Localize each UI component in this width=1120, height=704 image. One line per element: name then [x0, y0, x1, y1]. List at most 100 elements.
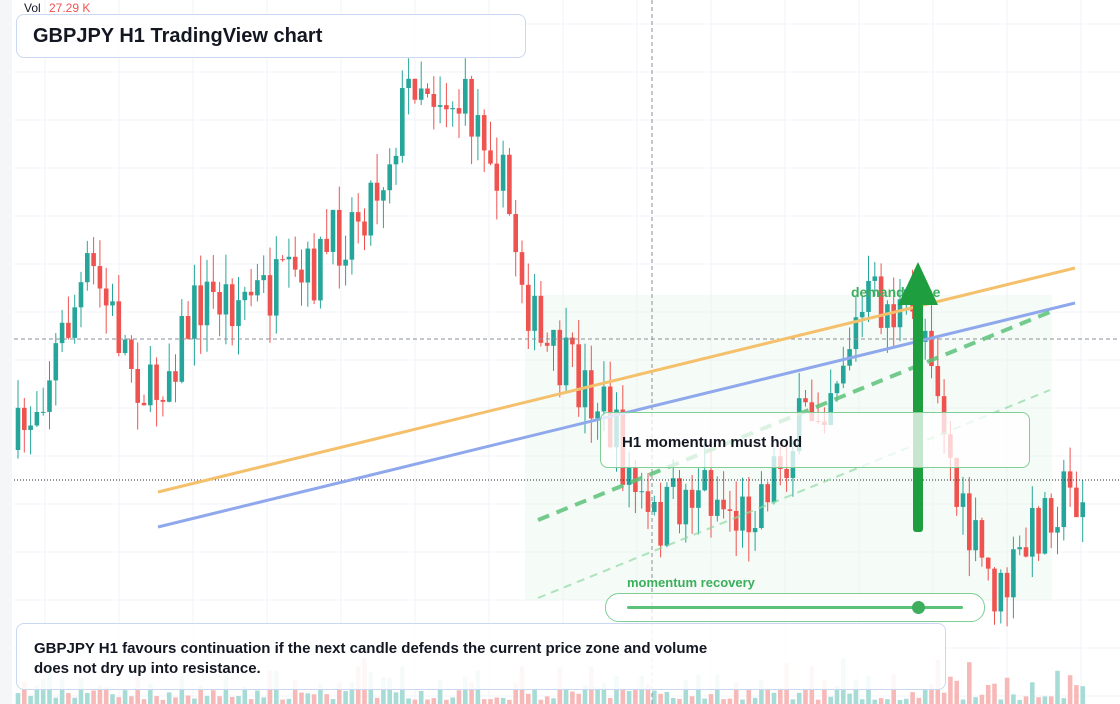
- volume-bar: [998, 699, 1004, 704]
- candle-body: [689, 489, 695, 508]
- candle-body: [305, 248, 311, 283]
- vol-label: Vol: [24, 1, 41, 15]
- candle-body: [444, 105, 449, 110]
- candle-body: [589, 370, 594, 419]
- candle-body: [828, 393, 833, 426]
- candle-body: [519, 252, 525, 285]
- candle-body: [488, 150, 493, 164]
- candle-body: [343, 259, 348, 266]
- volume-bar: [393, 692, 399, 704]
- volume-bar: [217, 696, 222, 704]
- candle-body: [954, 457, 959, 507]
- candle-body: [897, 299, 903, 328]
- volume-bar: [154, 696, 159, 704]
- volume-bar: [683, 680, 689, 704]
- volume-bar: [324, 694, 329, 704]
- volume-bar: [28, 695, 33, 704]
- volume-bar: [727, 698, 733, 704]
- candle-body: [859, 311, 865, 318]
- candle-body: [418, 88, 424, 100]
- slider-knob[interactable]: [912, 601, 925, 614]
- volume-bar: [481, 699, 487, 704]
- volume-bar: [941, 692, 947, 704]
- volume-bar: [601, 682, 607, 704]
- candle-body: [475, 115, 481, 137]
- candle-body: [784, 469, 789, 478]
- candle-body: [53, 343, 59, 381]
- candle-body: [551, 329, 556, 346]
- volume-bar: [897, 699, 903, 704]
- volume-bar: [311, 694, 317, 704]
- arrow-head: [898, 262, 938, 305]
- candle-body: [204, 281, 210, 326]
- candle-body: [1004, 572, 1010, 598]
- volume-bar: [922, 689, 928, 704]
- volume-bar: [859, 699, 865, 704]
- candle-body: [91, 253, 96, 267]
- candle-body: [759, 484, 764, 529]
- candle-body: [110, 301, 115, 306]
- candle-body: [696, 490, 701, 508]
- volume-bar: [1011, 694, 1016, 704]
- candle-body: [141, 402, 147, 406]
- candle-body: [670, 478, 676, 487]
- candle-body: [242, 291, 248, 301]
- candle-body: [513, 214, 518, 253]
- volume-bar: [412, 699, 418, 704]
- volume-bar: [444, 699, 449, 704]
- candle-body: [532, 295, 537, 331]
- volume-bar: [985, 684, 991, 704]
- candle-body: [135, 368, 140, 403]
- candle-body: [72, 307, 77, 338]
- volume-bar: [740, 699, 745, 704]
- candle-body: [381, 190, 386, 201]
- volume-bar: [771, 692, 777, 704]
- candle-body: [229, 284, 235, 327]
- volume-bar: [973, 697, 978, 704]
- volume-bar: [570, 691, 575, 704]
- volume-bar: [664, 691, 670, 704]
- candle-body: [28, 425, 33, 430]
- candle-body: [1030, 507, 1035, 557]
- candle-body: [66, 322, 71, 338]
- candle-body: [223, 284, 229, 315]
- candle-body: [393, 155, 399, 165]
- candle-body: [47, 380, 52, 412]
- volume-bar: [185, 695, 191, 704]
- volume-bar: [948, 676, 953, 704]
- candle-body: [349, 212, 355, 260]
- volume-bar: [790, 699, 796, 704]
- volume-bar: [59, 676, 65, 704]
- volume-bar: [708, 694, 714, 704]
- volume-bar: [318, 683, 323, 704]
- volume-bar: [967, 662, 972, 704]
- volume-bar: [544, 696, 550, 704]
- volume-bar: [1023, 696, 1029, 704]
- volume-bar: [66, 693, 71, 704]
- candle-body: [450, 108, 455, 110]
- volume-bar: [822, 680, 827, 704]
- volume-bar: [639, 676, 644, 704]
- volume-bar: [652, 690, 657, 704]
- candle-body: [752, 528, 758, 533]
- volume-bar: [563, 687, 569, 704]
- candle-body: [456, 108, 462, 114]
- momentum-box: H1 momentum must hold: [600, 412, 1030, 468]
- volume-bar: [532, 689, 537, 704]
- slider-track: [627, 606, 963, 609]
- candle-body: [771, 456, 777, 503]
- candle-body: [992, 568, 997, 612]
- volume-bar: [526, 693, 531, 704]
- candle-body: [267, 275, 273, 316]
- volume-bar: [110, 694, 115, 704]
- volume-bar: [463, 676, 468, 704]
- volume-bar: [381, 677, 386, 704]
- volume-bar: [778, 687, 783, 704]
- candle-body: [526, 284, 531, 331]
- slider[interactable]: [605, 593, 985, 622]
- candle-body: [311, 248, 317, 301]
- volume-bar: [1004, 677, 1010, 704]
- candle-body: [400, 88, 405, 156]
- candle-body: [658, 502, 663, 546]
